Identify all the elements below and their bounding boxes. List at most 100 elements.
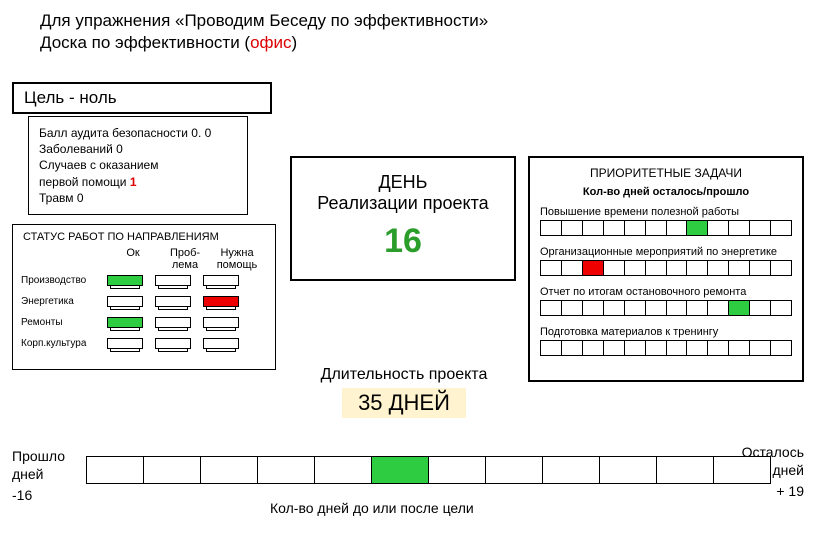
status-cell [155, 338, 191, 349]
task-cell [540, 220, 562, 236]
timeline-left: Прошло дней -16 [12, 448, 82, 505]
task-label: Отчет по итогам остановочного ремонта [540, 286, 792, 298]
timeline-cell [257, 456, 315, 484]
task-bar [540, 220, 792, 236]
task-cell [749, 260, 771, 276]
status-col-ok: Ок [107, 247, 159, 271]
timeline-cell [599, 456, 657, 484]
stats-line: первой помощи 1 [39, 174, 237, 190]
status-col-help: Нужна помощь [211, 247, 263, 271]
status-cell [203, 317, 239, 328]
status-row-label: Производство [17, 275, 107, 286]
timeline-cell [485, 456, 543, 484]
duration-box: Длительность проекта 35 ДНЕЙ [290, 364, 518, 418]
task-cell [770, 340, 792, 356]
timeline-cell [713, 456, 771, 484]
timeline-cell [371, 456, 429, 484]
task-cell [666, 340, 688, 356]
task-cell [686, 220, 708, 236]
status-row: Ремонты [17, 317, 271, 328]
timeline-cell [542, 456, 600, 484]
task-cell [540, 300, 562, 316]
task-cell [582, 260, 604, 276]
task-bar [540, 300, 792, 316]
status-cell [107, 338, 143, 349]
duration-label: Длительность проекта [317, 364, 492, 386]
task-label: Организационные мероприятий по энергетик… [540, 246, 792, 258]
status-cell [155, 317, 191, 328]
day-label-2: Реализации проекта [300, 193, 506, 214]
task-cell [561, 220, 583, 236]
status-row: Корп.культура [17, 338, 271, 349]
task-bar [540, 340, 792, 356]
task-cell [582, 340, 604, 356]
task-cell [645, 340, 667, 356]
goal-box: Цель - ноль [12, 82, 272, 114]
task-cell [624, 260, 646, 276]
day-label-1: ДЕНЬ [300, 172, 506, 193]
status-panel: СТАТУС РАБОТ ПО НАПРАВЛЕНИЯМ Ок Проб- ле… [12, 224, 276, 370]
status-cell [155, 275, 191, 286]
task-label: Подготовка материалов к тренингу [540, 326, 792, 338]
status-col-problem: Проб- лема [159, 247, 211, 271]
task-cell [770, 220, 792, 236]
priority-subtitle: Кол-во дней осталось/прошло [540, 186, 792, 198]
timeline-cell [656, 456, 714, 484]
day-value: 16 [300, 222, 506, 261]
task-cell [728, 300, 750, 316]
task-cell [749, 300, 771, 316]
priority-panel: ПРИОРИТЕТНЫЕ ЗАДАЧИ Кол-во дней осталось… [528, 156, 804, 382]
page-title: Для упражнения «Проводим Беседу по эффек… [40, 10, 488, 54]
task-cell [582, 220, 604, 236]
status-cell [155, 296, 191, 307]
timeline-caption: Кол-во дней до или после цели [270, 500, 474, 516]
task-cell [540, 340, 562, 356]
timeline-bar [86, 456, 771, 484]
stats-line: Балл аудита безопасности 0. 0 [39, 125, 237, 141]
task-cell [645, 300, 667, 316]
task-cell [707, 300, 729, 316]
stats-line: Травм 0 [39, 190, 237, 206]
task-cell [707, 260, 729, 276]
status-cell [107, 296, 143, 307]
task-bar [540, 260, 792, 276]
task-cell [686, 300, 708, 316]
task-cell [707, 340, 729, 356]
status-title: СТАТУС РАБОТ ПО НАПРАВЛЕНИЯМ [17, 231, 271, 243]
status-row-label: Корп.культура [17, 338, 107, 349]
task-cell [770, 260, 792, 276]
stats-line: Случаев с оказанием [39, 157, 237, 173]
status-cell [107, 275, 143, 286]
title-line1: Для упражнения «Проводим Беседу по эффек… [40, 10, 488, 32]
timeline-cell [428, 456, 486, 484]
task-cell [728, 220, 750, 236]
task-cell [603, 260, 625, 276]
title-line2: Доска по эффективности (офис) [40, 32, 488, 54]
task-cell [561, 260, 583, 276]
task-cell [749, 340, 771, 356]
timeline-cell [314, 456, 372, 484]
task-cell [666, 300, 688, 316]
task-cell [686, 340, 708, 356]
task-cell [561, 340, 583, 356]
safety-stats: Балл аудита безопасности 0. 0Заболеваний… [28, 116, 248, 215]
timeline-cell [200, 456, 258, 484]
stats-line: Заболеваний 0 [39, 141, 237, 157]
task-cell [561, 300, 583, 316]
task-cell [624, 300, 646, 316]
timeline-left-label: Прошло дней [12, 448, 82, 483]
task-cell [728, 260, 750, 276]
task-cell [728, 340, 750, 356]
timeline-right-value: + 19 [742, 483, 804, 501]
task-cell [645, 260, 667, 276]
timeline-left-value: -16 [12, 487, 82, 505]
task-label: Повышение времени полезной работы [540, 206, 792, 218]
status-row: Энергетика [17, 296, 271, 307]
status-cell [203, 296, 239, 307]
status-header: Ок Проб- лема Нужна помощь [17, 247, 271, 271]
task-cell [624, 340, 646, 356]
day-box: ДЕНЬ Реализации проекта 16 [290, 156, 516, 281]
status-row-label: Ремонты [17, 317, 107, 328]
status-row: Производство [17, 275, 271, 286]
status-row-label: Энергетика [17, 296, 107, 307]
